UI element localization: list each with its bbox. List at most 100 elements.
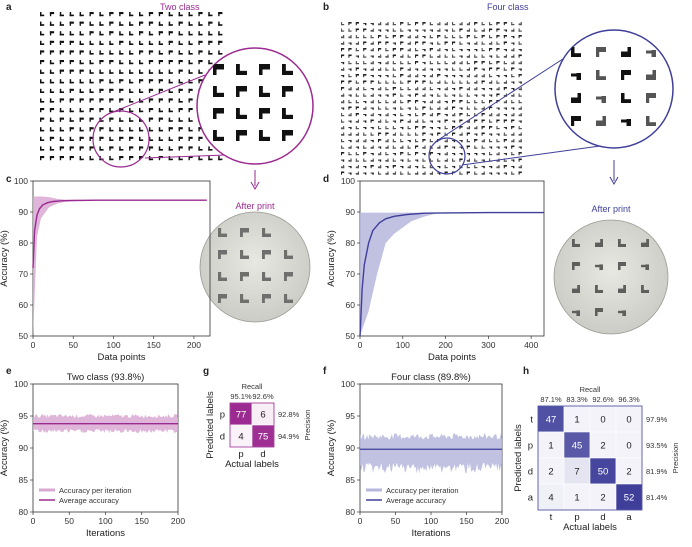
plot-frame [32, 180, 211, 337]
pattern-grid-four-class [341, 22, 522, 175]
x-tick-label: 0 [31, 340, 36, 350]
legend-label-average: Average accuracy [386, 496, 446, 505]
col-label: p [238, 449, 243, 460]
col-label: d [600, 512, 605, 523]
matrix-cell [589, 483, 617, 511]
precision-value: 81.9% [646, 467, 668, 476]
y-tick-label: 85 [346, 475, 356, 485]
matrix-value: 2 [600, 493, 605, 504]
matrix-value: 0 [600, 415, 605, 426]
panel-letter-c: c [6, 174, 12, 185]
matrix-cell [563, 431, 591, 459]
x-tick-label: 150 [135, 516, 149, 526]
matrix-value: 75 [258, 432, 269, 443]
row-label: d [528, 467, 533, 478]
x-tick-label: 200 [187, 340, 201, 350]
after-print-photo-d [553, 219, 669, 335]
x-axis-label: Actual labels [225, 459, 279, 470]
recall-value: 95.1% [230, 392, 252, 401]
x-tick-label: 400 [524, 340, 538, 350]
plot-frame [359, 180, 545, 337]
legend-label-average: Average accuracy [59, 496, 119, 505]
y-tick-label: 80 [346, 507, 356, 517]
chart-e: 0 50 100 150 200 80 85 90 95 100 Iterations Accurac… [0, 372, 185, 539]
confidence-band [33, 196, 82, 336]
row-label: p [220, 410, 225, 421]
y-tick-label: 90 [19, 443, 29, 453]
x-tick-label: 300 [481, 340, 495, 350]
y-tick-label: 90 [346, 443, 356, 453]
chart-d: 0 100 200 300 400 50 60 70 80 90 100 Data points Acc… [326, 176, 545, 363]
x-tick-label: 0 [31, 516, 36, 526]
x-tick-label: 100 [424, 516, 438, 526]
accuracy-line [32, 199, 207, 268]
matrix-value: 4 [548, 493, 553, 504]
after-print-label-d: After print [591, 204, 631, 214]
x-tick-label: 0 [358, 516, 363, 526]
x-tick-label: 100 [106, 340, 120, 350]
recall-value: 96.3% [618, 395, 640, 404]
panel-letter-b: b [323, 2, 330, 13]
x-tick-label: 200 [495, 516, 509, 526]
row-label: d [220, 432, 225, 443]
matrix-value: 1 [574, 493, 579, 504]
y-tick-label: 80 [19, 238, 29, 248]
x-tick-label: 50 [68, 340, 78, 350]
panel-letter-d: d [323, 174, 330, 185]
matrix-value: 1 [548, 441, 553, 452]
panel-letter-f: f [323, 366, 327, 377]
precision-value: 81.4% [646, 493, 668, 502]
panel-letter-h: h [523, 366, 530, 377]
matrix-cell [537, 457, 565, 485]
panel-letter-g: g [203, 366, 210, 377]
matrix-cell [563, 483, 591, 511]
x-axis-label: Data points [428, 352, 476, 363]
x-tick-label: 50 [391, 516, 401, 526]
matrix-value: 7 [574, 467, 579, 478]
x-axis-label: Data points [97, 352, 145, 363]
col-label: t [550, 512, 553, 523]
matrix-value: 6 [260, 410, 265, 421]
precision-value: 92.8% [278, 410, 300, 419]
precision-value: 97.9% [646, 415, 668, 424]
row-label: t [530, 415, 533, 426]
matrix-value: 47 [546, 415, 557, 426]
matrix-frame [229, 402, 275, 448]
chart-title: Four class (89.8%) [391, 372, 471, 383]
recall-value: 83.3% [566, 395, 588, 404]
x-tick-label: 150 [459, 516, 473, 526]
panel-letter-a: a [6, 2, 12, 13]
x-tick-label: 100 [396, 340, 410, 350]
matrix-value: 50 [598, 467, 609, 478]
y-tick-label: 90 [346, 207, 356, 217]
magnified-patterns-a [213, 64, 293, 141]
recall-value: 92.6% [592, 395, 614, 404]
matrix-frame [537, 405, 643, 511]
after-print-label-c: After print [235, 201, 275, 211]
y-tick-label: 100 [14, 379, 28, 389]
matrix-cell [615, 431, 643, 459]
y-tick-label: 85 [19, 475, 29, 485]
panel-letter-e: e [6, 366, 12, 377]
precision-value: 94.9% [278, 432, 300, 441]
chart-title: Two class (93.8%) [67, 372, 145, 383]
y-tick-label: 100 [341, 176, 355, 186]
x-tick-label: 50 [65, 516, 75, 526]
y-axis-label: Predicted labels [513, 424, 524, 492]
pattern-grid-two-class [40, 12, 223, 161]
y-tick-label: 90 [19, 207, 29, 217]
magnified-patterns-b [571, 47, 656, 126]
matrix-value: 0 [626, 441, 631, 452]
matrix-cell [563, 457, 591, 485]
x-tick-label: 200 [438, 340, 452, 350]
x-tick-label: 100 [98, 516, 112, 526]
matrix-value: 1 [574, 415, 579, 426]
y-tick-label: 95 [346, 411, 356, 421]
precision-label: Precision [303, 410, 312, 441]
y-tick-label: 95 [19, 411, 29, 421]
y-axis-label: Predicted labels [205, 391, 216, 459]
matrix-value: 77 [236, 410, 247, 421]
